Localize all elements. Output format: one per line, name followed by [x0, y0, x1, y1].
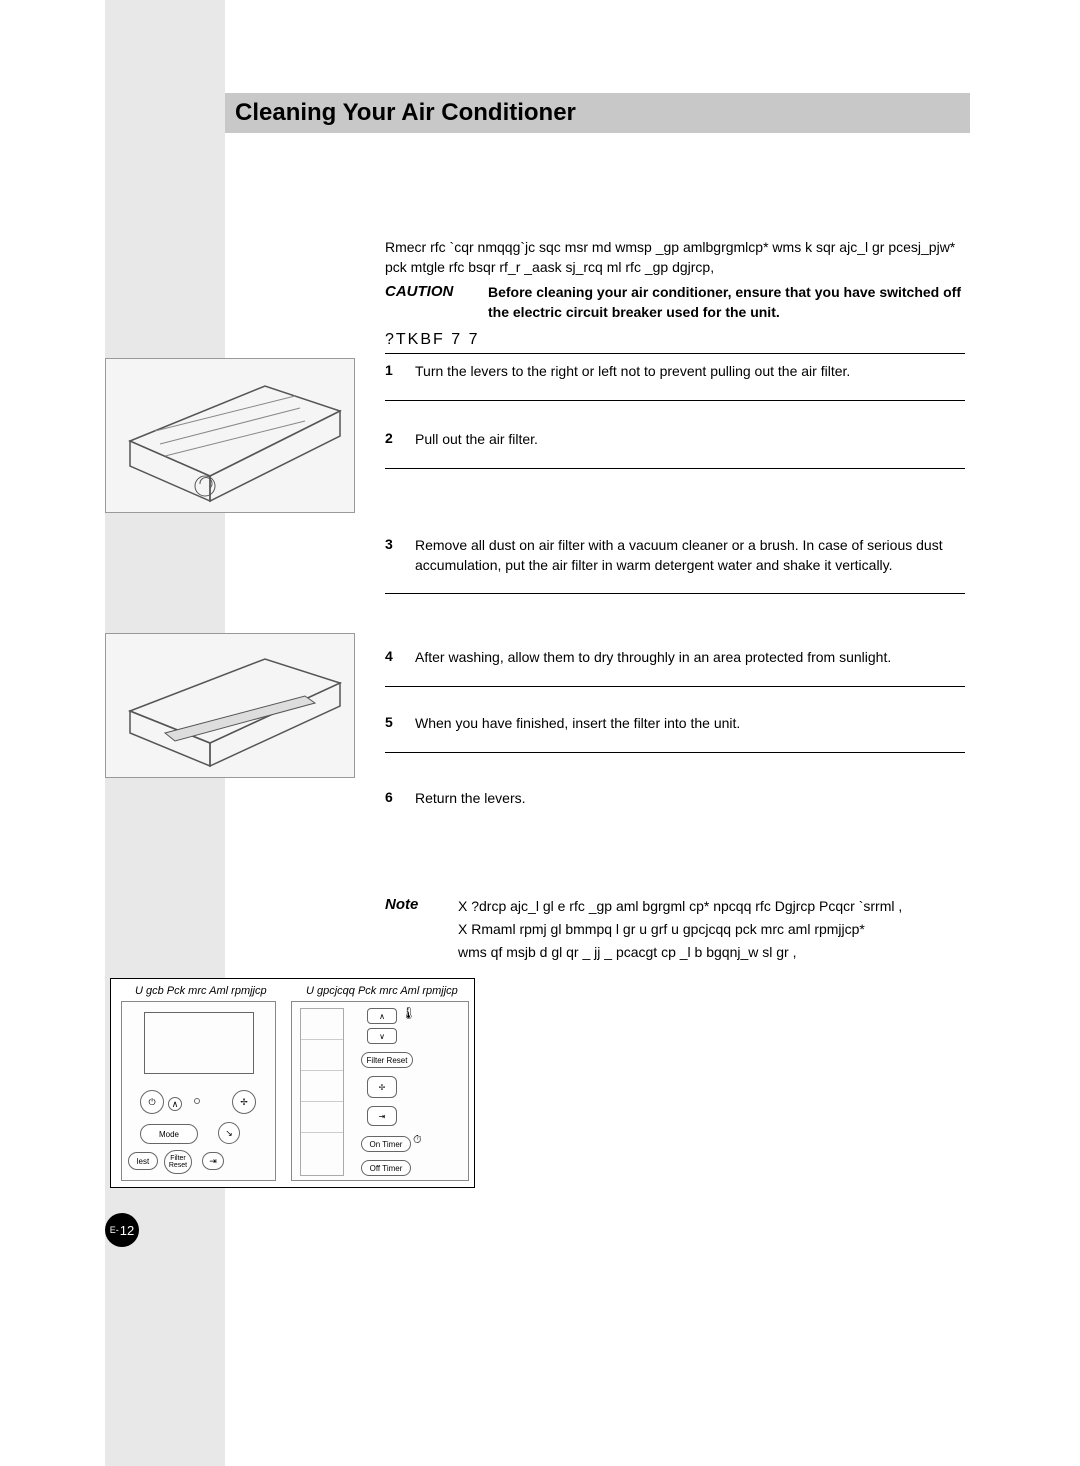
clock-icon: ⏱	[413, 1134, 422, 1147]
expand-icon: ✢	[367, 1076, 397, 1098]
step-block-2: 2 Pull out the air filter.	[385, 430, 965, 483]
ac-unit-illustration-icon	[110, 641, 350, 771]
ac-unit-illustration-icon	[110, 366, 350, 506]
caution-block: CAUTION Before cleaning your air conditi…	[385, 283, 965, 322]
airflow-icon: ⇥	[202, 1152, 224, 1170]
intro-paragraph: Rmecr rfc `cqr nmqqg`jc sqc msr md wmsp …	[385, 238, 965, 277]
step-number: 5	[385, 714, 397, 734]
ac-unit-figure-2	[105, 633, 355, 778]
step-text: Return the levers.	[415, 789, 965, 809]
filter-reset-small-button: Filter Reset	[164, 1150, 192, 1174]
step-block-4: 4 After washing, allow them to dry throu…	[385, 648, 965, 701]
model-label: ?TKBF 7 7	[385, 331, 479, 349]
filter-reset-button: Filter Reset	[361, 1052, 413, 1068]
page-prefix: E-	[110, 1225, 119, 1235]
off-timer-button: Off Timer	[361, 1160, 411, 1176]
thermometer-icon: 🌡	[401, 1006, 416, 1020]
step-divider	[385, 593, 965, 594]
note-bullet: X Rmaml rpmj gl bmmpq l gr u grf u gpcjc…	[458, 919, 902, 940]
note-text: X Rmaml rpmj gl bmmpq l gr u grf u gpcjc…	[458, 919, 865, 940]
step-number: 2	[385, 430, 397, 450]
step-block-3: 3 Remove all dust on air filter with a v…	[385, 536, 965, 608]
step-text: After washing, allow them to dry through…	[415, 648, 965, 668]
title-bar: Cleaning Your Air Conditioner	[225, 93, 970, 133]
step-row: 1 Turn the levers to the right or left n…	[385, 362, 965, 396]
wireless-remote-body-left	[291, 1001, 351, 1181]
remote-screen	[300, 1008, 344, 1176]
power-icon: ⏻	[140, 1090, 164, 1114]
test-button: lest	[128, 1152, 158, 1170]
note-bullet: X ?drcp ajc_l gl e rfc _gp aml bgrgml cp…	[458, 896, 902, 917]
step-number: 1	[385, 362, 397, 382]
step-row: 4 After washing, allow them to dry throu…	[385, 648, 965, 682]
dot-icon	[194, 1098, 200, 1104]
swing-icon: ↘	[218, 1122, 240, 1144]
ac-unit-figure-1	[105, 358, 355, 513]
step-divider	[385, 752, 965, 753]
wireless-remote-label: U gpcjcqq Pck mrc Aml rpmjjcp	[306, 985, 458, 997]
step-row: 5 When you have finished, insert the fil…	[385, 714, 965, 748]
fan-icon: ✢	[232, 1090, 256, 1114]
step-text: Pull out the air filter.	[415, 430, 965, 450]
note-text: X ?drcp ajc_l gl e rfc _gp aml bgrgml cp…	[458, 896, 902, 917]
step-block-1: 1 Turn the levers to the right or left n…	[385, 362, 965, 415]
step-text: Turn the levers to the right or left not…	[415, 362, 965, 382]
step-divider	[385, 468, 965, 469]
caution-text: Before cleaning your air conditioner, en…	[488, 283, 965, 322]
note-block: Note X ?drcp ajc_l gl e rfc _gp aml bgrg…	[385, 896, 965, 965]
wired-remote-body: ⏻ ∧ ✢ Mode ↘ lest Filter Reset ⇥	[121, 1001, 276, 1181]
page-number: 12	[120, 1223, 134, 1238]
step-row: 2 Pull out the air filter.	[385, 430, 965, 464]
step-row: 3 Remove all dust on air filter with a v…	[385, 536, 965, 589]
caution-label: CAUTION	[385, 283, 460, 322]
model-divider	[385, 353, 965, 354]
note-text: wms qf msjb d gl qr _ jj _ pcacgt cp _l …	[458, 942, 796, 963]
note-bullet: wms qf msjb d gl qr _ jj _ pcacgt cp _l …	[458, 942, 902, 963]
note-bullets: X ?drcp ajc_l gl e rfc _gp aml bgrgml cp…	[458, 896, 902, 965]
page-title: Cleaning Your Air Conditioner	[235, 99, 576, 127]
document-page: Cleaning Your Air Conditioner Rmecr rfc …	[0, 0, 1080, 1466]
wired-remote-label: U gcb Pck mrc Aml rpmjjcp	[135, 985, 267, 997]
step-block-5: 5 When you have finished, insert the fil…	[385, 714, 965, 767]
step-divider	[385, 400, 965, 401]
step-number: 6	[385, 789, 397, 809]
page-number-badge: E-12	[105, 1213, 139, 1247]
step-number: 3	[385, 536, 397, 575]
remote-screen	[144, 1012, 254, 1074]
remote-controller-figure: U gcb Pck mrc Aml rpmjjcp U gpcjcqq Pck …	[110, 978, 475, 1188]
step-text: Remove all dust on air filter with a vac…	[415, 536, 965, 575]
step-divider	[385, 686, 965, 687]
wireless-remote-body-right: ∧ 🌡 ∨ Filter Reset ✢ ⇥ On Timer ⏱ Off Ti…	[351, 1001, 469, 1181]
step-block-6: 6 Return the levers.	[385, 789, 965, 823]
temp-up-icon: ∧	[367, 1008, 397, 1024]
on-timer-button: On Timer	[361, 1136, 411, 1152]
step-text: When you have finished, insert the filte…	[415, 714, 965, 734]
note-label: Note	[385, 896, 430, 965]
airflow-icon: ⇥	[367, 1106, 397, 1126]
mode-button: Mode	[140, 1124, 198, 1144]
step-number: 4	[385, 648, 397, 668]
up-icon: ∧	[168, 1097, 182, 1111]
temp-down-icon: ∨	[367, 1028, 397, 1044]
step-row: 6 Return the levers.	[385, 789, 965, 823]
